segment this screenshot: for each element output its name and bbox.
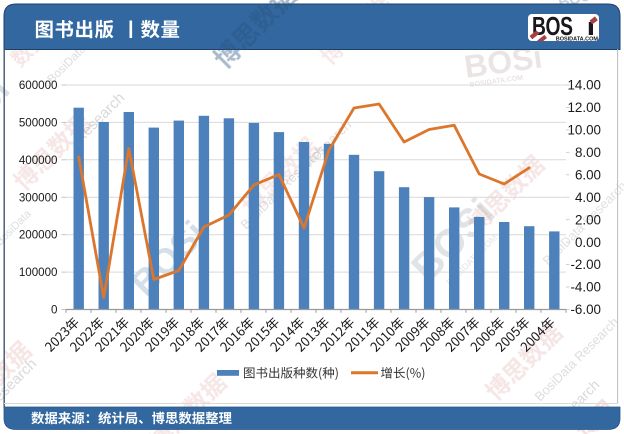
svg-text:200000: 200000 — [19, 229, 58, 242]
svg-text:-2.00: -2.00 — [570, 257, 601, 272]
svg-text:2.00: 2.00 — [575, 212, 601, 227]
svg-text:600000: 600000 — [19, 79, 58, 92]
svg-text:-4.00: -4.00 — [570, 280, 601, 295]
svg-text:10.00: 10.00 — [567, 123, 601, 138]
svg-text:300000: 300000 — [19, 191, 58, 204]
svg-text:BOSIDATA.COM: BOSIDATA.COM — [556, 36, 599, 42]
svg-text:12.00: 12.00 — [567, 100, 601, 115]
svg-text:14.00: 14.00 — [567, 78, 601, 93]
svg-text:6.00: 6.00 — [575, 167, 601, 182]
svg-text:400000: 400000 — [19, 154, 58, 167]
svg-text:500000: 500000 — [19, 116, 58, 129]
svg-text:0: 0 — [51, 304, 57, 317]
svg-text:8.00: 8.00 — [575, 145, 601, 160]
svg-text:-6.00: -6.00 — [570, 302, 601, 317]
svg-text:4.00: 4.00 — [575, 190, 601, 205]
svg-text:BOS: BOS — [532, 11, 573, 41]
svg-text:100000: 100000 — [19, 266, 58, 279]
svg-text:0.00: 0.00 — [575, 235, 601, 250]
